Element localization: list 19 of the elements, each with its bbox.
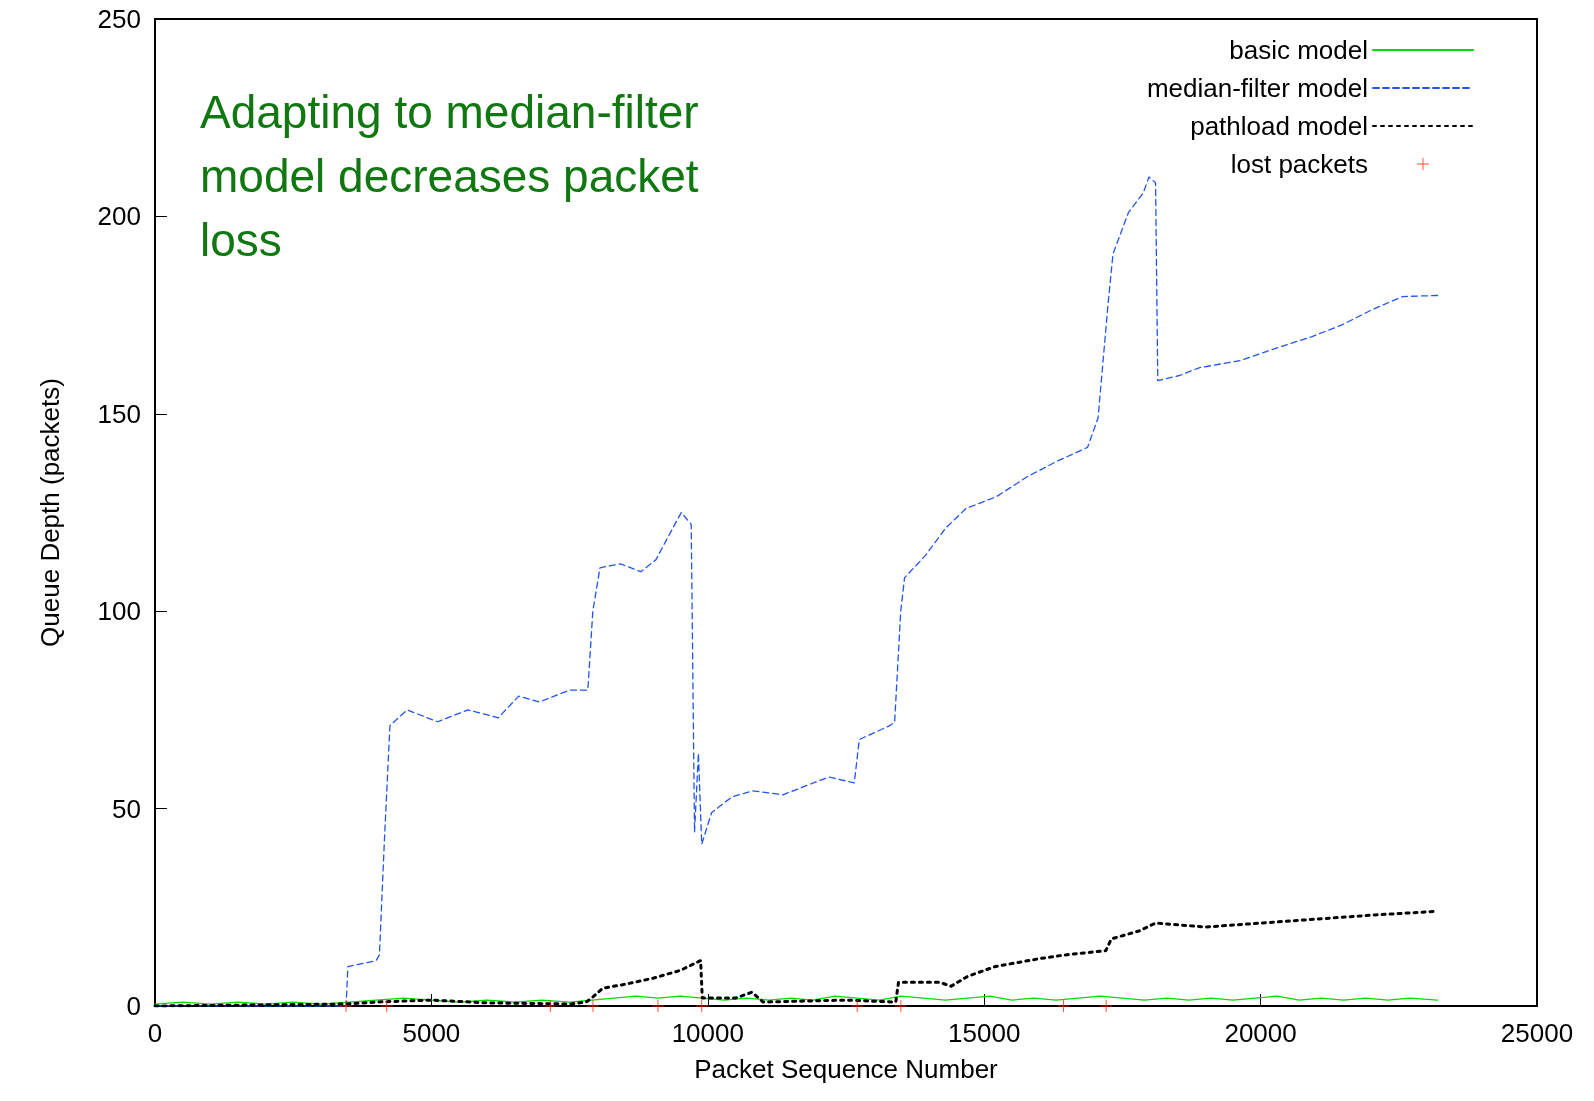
x-axis-title: Packet Sequence Number: [694, 1054, 999, 1084]
x-tick-label: 5000: [402, 1018, 461, 1048]
y-tick-label: 150: [97, 398, 141, 429]
x-tick-label: 20000: [1224, 1018, 1297, 1048]
y-tick-label: 50: [112, 793, 141, 824]
y-tick-label: 0: [126, 991, 141, 1021]
legend-label: pathload model: [1190, 111, 1368, 141]
y-tick-label: 100: [97, 596, 141, 627]
annotation: Adapting to median-filter model decreases packet loss: [200, 85, 700, 268]
x-tick-label: 25000: [1500, 1018, 1574, 1048]
x-tick-label: 10000: [671, 1018, 744, 1048]
x-tick-label: 15000: [948, 1018, 1021, 1048]
y-tick-label: 200: [97, 201, 141, 232]
legend-label: lost packets: [1230, 149, 1368, 179]
y-axis-title: Queue Depth (packets): [35, 378, 65, 647]
y-tick-label: 250: [97, 4, 141, 34]
legend-label: basic model: [1229, 35, 1368, 65]
x-tick-label: 0: [147, 1018, 163, 1048]
legend-label: median-filter model: [1146, 73, 1368, 103]
